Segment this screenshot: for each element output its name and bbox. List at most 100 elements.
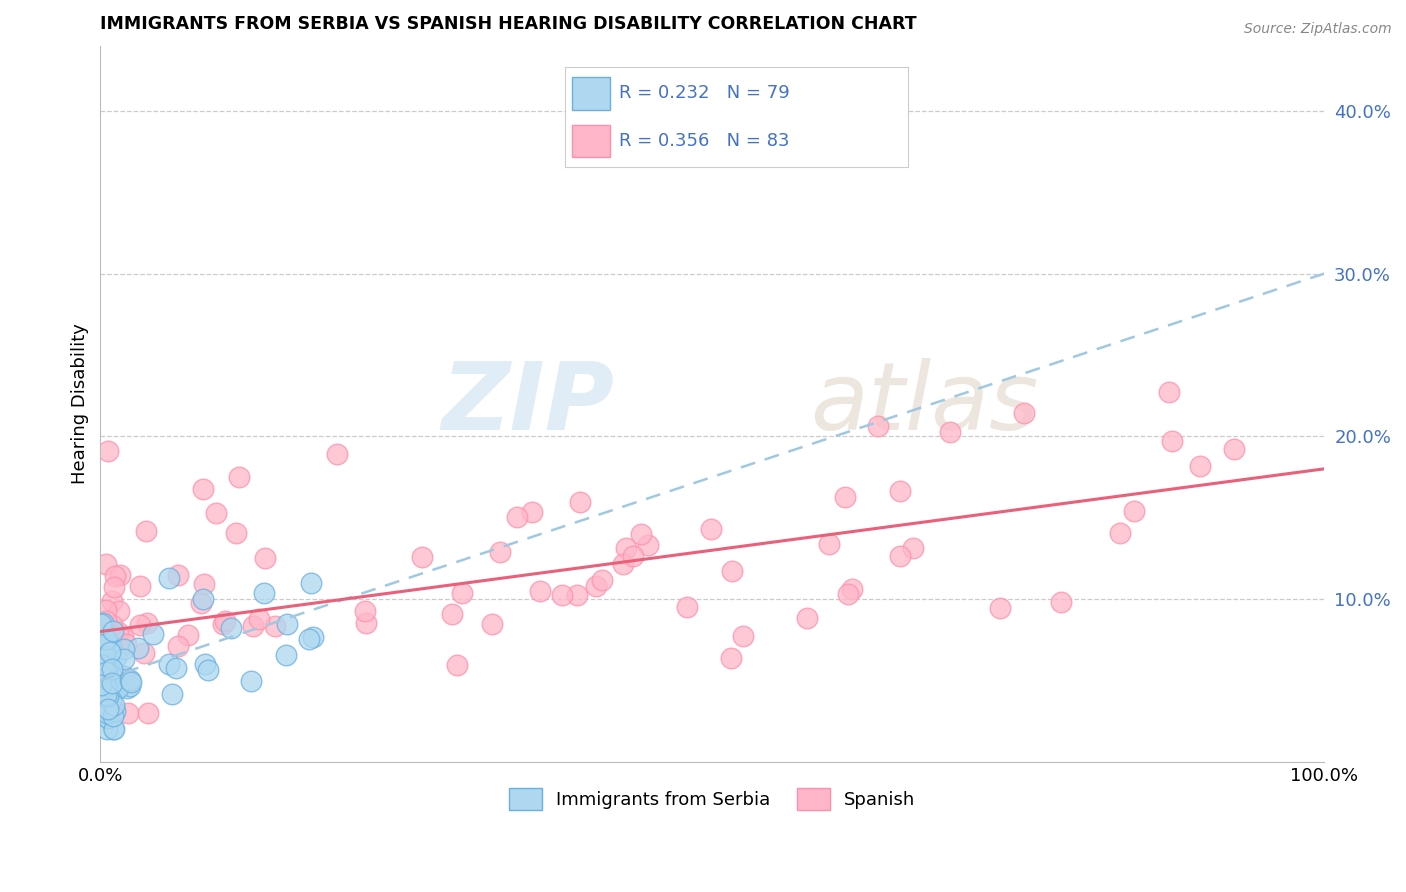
Point: [568, 495, 591, 509]
Point: [108, 567, 131, 582]
Point: [93, 664, 115, 678]
Point: [101, 723, 124, 737]
Point: [120, 674, 142, 689]
Point: [96, 706, 118, 720]
Point: [1161, 434, 1184, 449]
Point: [97, 689, 120, 703]
Point: [96, 558, 118, 572]
Point: [96, 679, 118, 693]
Point: [205, 506, 228, 520]
Point: [253, 586, 276, 600]
Point: [94, 682, 117, 697]
Point: [177, 628, 200, 642]
Point: [837, 587, 859, 601]
Point: [354, 616, 377, 631]
Point: [90, 617, 112, 632]
Point: [240, 673, 263, 688]
Point: [103, 581, 125, 595]
Point: [108, 604, 131, 618]
Point: [585, 579, 607, 593]
Text: IMMIGRANTS FROM SERBIA VS SPANISH HEARING DISABILITY CORRELATION CHART: IMMIGRANTS FROM SERBIA VS SPANISH HEARIN…: [100, 15, 917, 33]
Point: [505, 509, 527, 524]
Point: [197, 664, 219, 678]
Point: [129, 578, 152, 592]
Point: [96, 690, 118, 705]
Point: [135, 524, 157, 538]
Point: [104, 569, 127, 583]
Point: [104, 704, 127, 718]
Text: atlas: atlas: [810, 359, 1039, 450]
Point: [167, 640, 190, 654]
Point: [96, 670, 118, 684]
Point: [489, 544, 512, 558]
Point: [1109, 526, 1132, 541]
Point: [90, 655, 112, 669]
Point: [96, 664, 118, 678]
Point: [101, 624, 124, 639]
Point: [529, 583, 551, 598]
Point: [101, 709, 124, 723]
Point: [111, 669, 134, 683]
Text: ZIP: ZIP: [441, 358, 614, 450]
Point: [94, 710, 117, 724]
Point: [100, 692, 122, 706]
Point: [115, 681, 138, 695]
Point: [97, 657, 120, 671]
Point: [98, 645, 121, 659]
Point: [94, 665, 117, 680]
Point: [103, 723, 125, 737]
Point: [721, 564, 744, 578]
Point: [591, 573, 613, 587]
Point: [157, 657, 180, 672]
Point: [107, 624, 129, 639]
Point: [191, 482, 214, 496]
Point: [93, 662, 115, 676]
Point: [104, 683, 127, 698]
Point: [988, 601, 1011, 615]
Point: [97, 443, 120, 458]
Point: [101, 675, 124, 690]
Point: [637, 537, 659, 551]
Point: [565, 588, 588, 602]
Point: [612, 558, 634, 572]
Point: [94, 688, 117, 702]
Point: [96, 660, 118, 674]
Point: [481, 616, 503, 631]
Point: [91, 658, 114, 673]
Point: [107, 681, 129, 695]
Point: [96, 603, 118, 617]
Point: [1012, 405, 1035, 419]
Point: [100, 668, 122, 682]
Point: [720, 650, 742, 665]
Point: [276, 617, 298, 632]
Point: [96, 614, 118, 628]
Point: [90, 628, 112, 642]
Point: [91, 694, 114, 708]
Point: [889, 549, 911, 564]
Point: [228, 470, 250, 484]
Point: [91, 639, 114, 653]
Point: [520, 505, 543, 519]
Point: [90, 657, 112, 671]
Point: [676, 600, 699, 615]
Point: [91, 616, 114, 631]
Point: [97, 711, 120, 725]
Point: [96, 723, 118, 737]
Point: [90, 667, 112, 681]
Point: [128, 618, 150, 632]
Point: [224, 525, 246, 540]
Point: [1188, 458, 1211, 473]
Point: [299, 576, 322, 591]
Point: [90, 678, 112, 692]
Point: [731, 630, 754, 644]
Point: [1123, 504, 1146, 518]
Point: [157, 571, 180, 585]
Point: [219, 621, 242, 635]
Point: [326, 446, 349, 460]
Point: [302, 630, 325, 644]
Point: [111, 631, 134, 645]
Point: [98, 638, 121, 652]
Point: [101, 662, 124, 676]
Point: [1223, 442, 1246, 456]
Point: [212, 616, 235, 631]
